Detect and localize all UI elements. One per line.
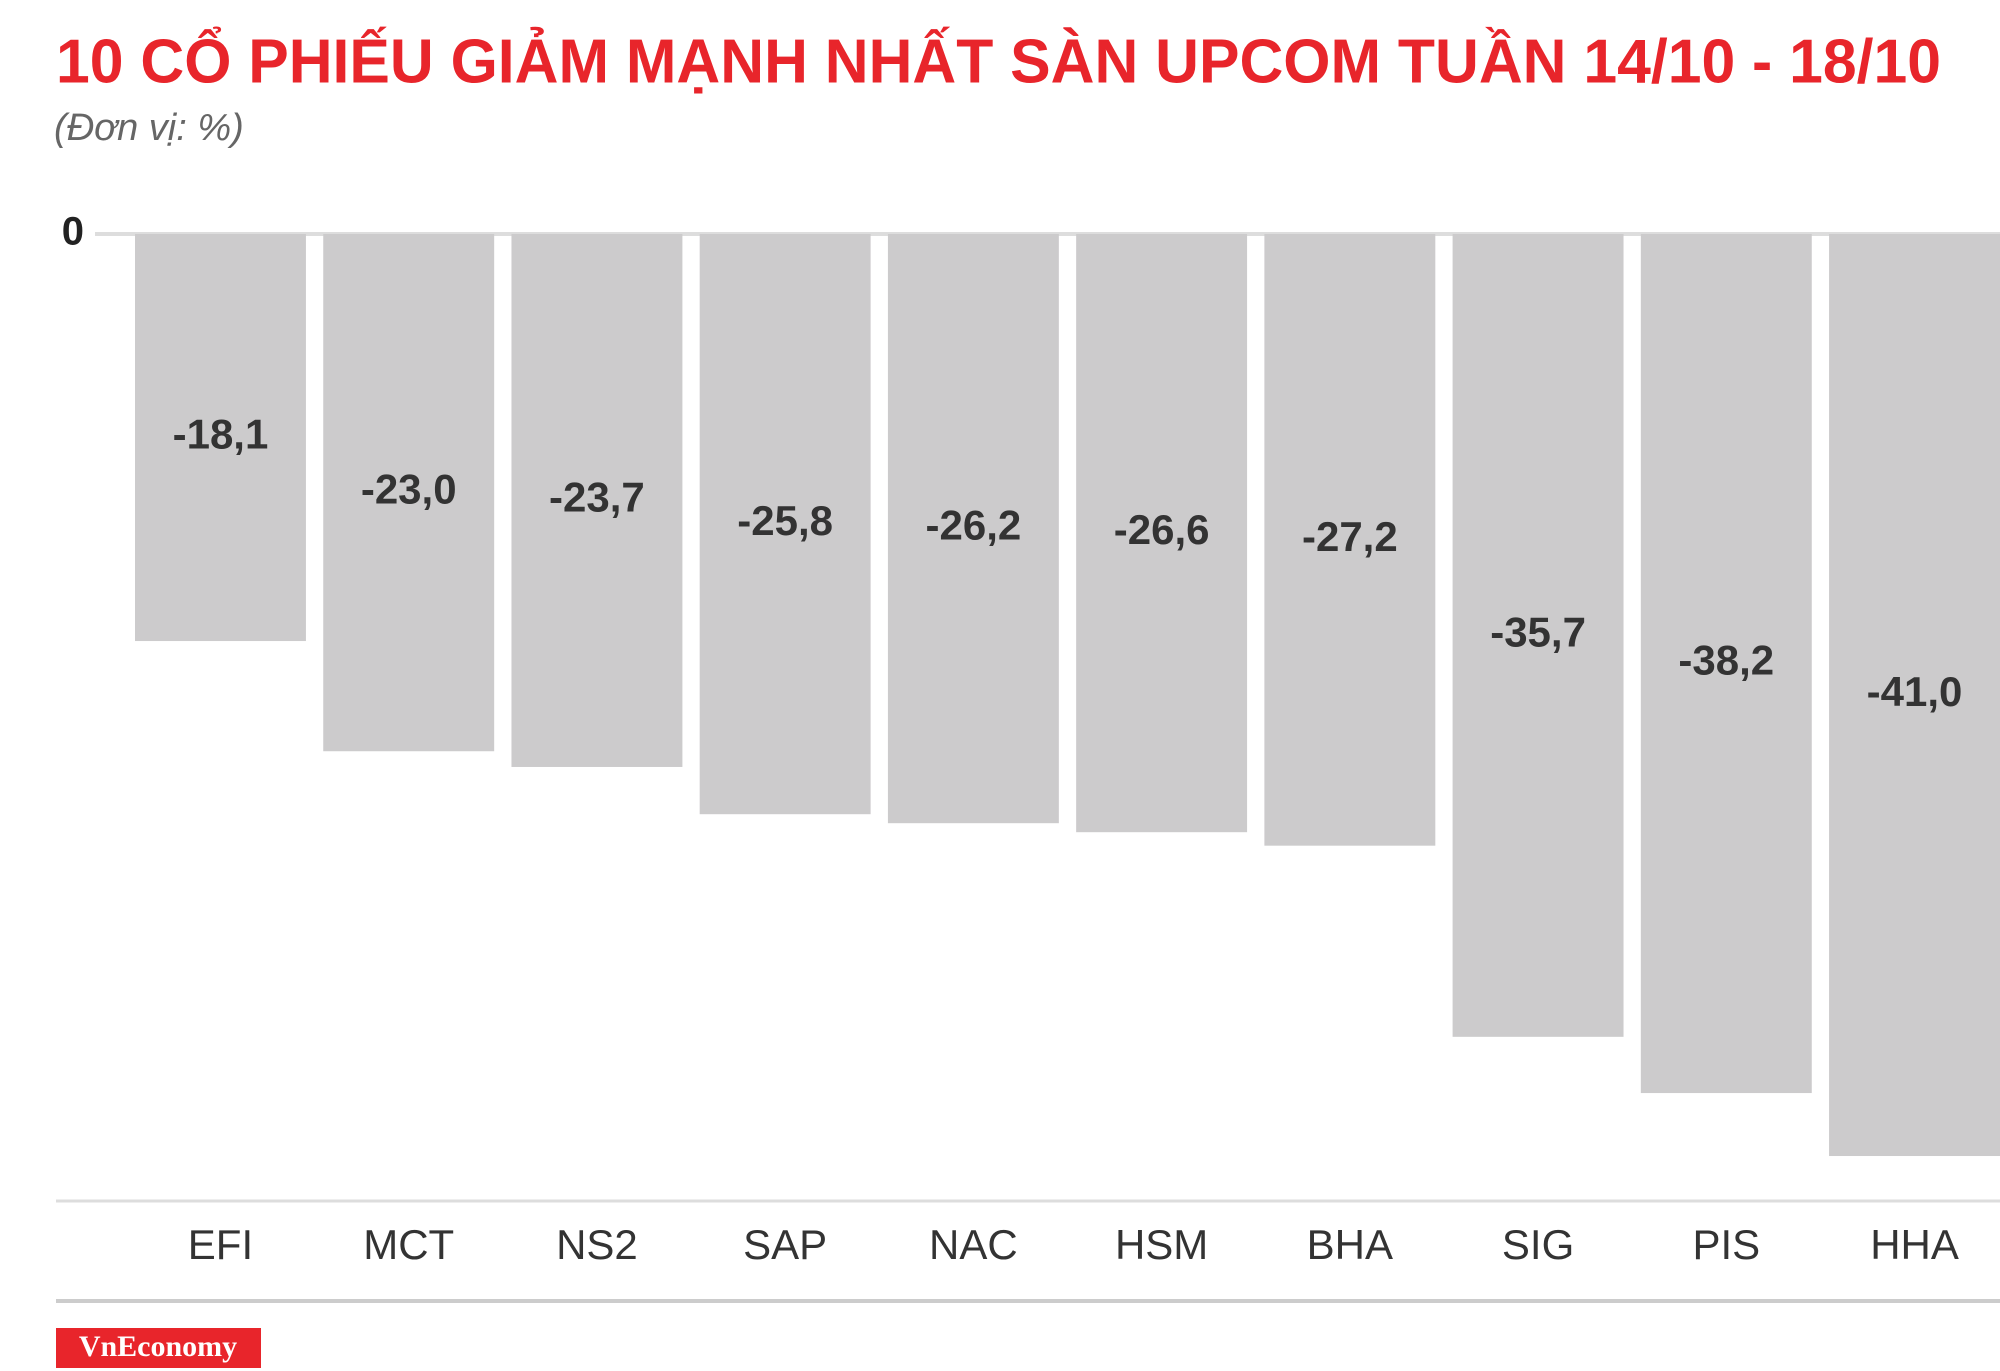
x-tick-label: BHA: [1307, 1221, 1393, 1268]
x-tick-label: PIS: [1692, 1221, 1760, 1268]
value-label: -26,6: [1114, 506, 1210, 553]
bar: [1264, 234, 1436, 846]
value-label: -25,8: [737, 497, 833, 544]
x-tick-label: NS2: [556, 1221, 638, 1268]
bar: [323, 234, 495, 752]
x-tick-label: NAC: [929, 1221, 1018, 1268]
chart-subtitle: (Đơn vị: %): [54, 107, 244, 149]
value-label: -38,2: [1678, 637, 1774, 684]
bar: [1452, 234, 1624, 1037]
bar: [1829, 234, 2000, 1157]
bar: [887, 234, 1059, 824]
value-label: -23,7: [549, 474, 645, 521]
bar: [135, 234, 306, 642]
bar: [1640, 234, 1812, 1094]
value-label: -41,0: [1867, 668, 1963, 715]
x-tick-label: EFI: [188, 1221, 253, 1268]
x-tick-label: HHA: [1870, 1221, 1959, 1268]
x-tick-label: SAP: [743, 1221, 827, 1268]
bar: [699, 234, 871, 815]
value-label: -23,0: [361, 466, 457, 513]
bar: [511, 234, 683, 767]
brand: VnEconomy: [79, 1330, 237, 1363]
chart-title: 10 CỔ PHIẾU GIẢM MẠNH NHẤT SÀN UPCOM TUẦ…: [56, 26, 1941, 96]
x-tick-label: HSM: [1115, 1221, 1208, 1268]
value-label: -26,2: [926, 502, 1022, 549]
value-label: -27,2: [1302, 513, 1398, 560]
x-tick-label: SIG: [1502, 1221, 1574, 1268]
y-tick-label: 0: [62, 210, 84, 254]
brand-box: [56, 1328, 261, 1368]
value-label: -35,7: [1490, 609, 1586, 656]
value-label: -18,1: [173, 411, 269, 458]
bar: [1076, 234, 1248, 833]
x-tick-label: MCT: [363, 1221, 454, 1268]
